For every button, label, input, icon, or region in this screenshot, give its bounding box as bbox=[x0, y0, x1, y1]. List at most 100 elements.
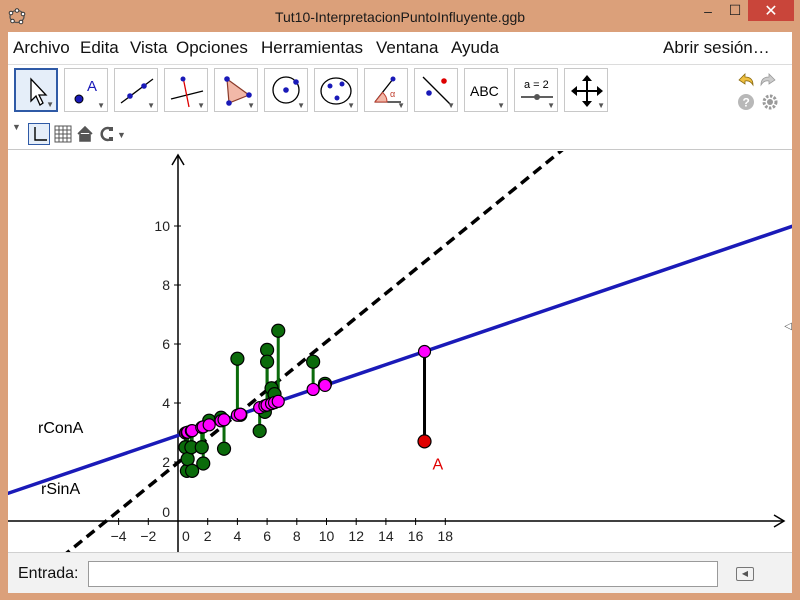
y-tick-label: 10 bbox=[154, 218, 170, 234]
menu-edita[interactable]: Edita bbox=[80, 38, 119, 57]
data-point bbox=[180, 451, 195, 467]
minimize-button[interactable]: – bbox=[704, 2, 712, 19]
menu-ventana[interactable]: Ventana bbox=[376, 38, 439, 57]
circle-center-icon bbox=[272, 76, 300, 104]
data-point bbox=[306, 354, 321, 369]
data-point bbox=[216, 441, 232, 456]
help-icon[interactable]: ? bbox=[736, 92, 756, 112]
svg-text:?: ? bbox=[743, 96, 750, 110]
svg-text:A: A bbox=[87, 78, 97, 95]
polygon-icon bbox=[224, 76, 252, 106]
grid-icon[interactable] bbox=[54, 125, 72, 143]
move-tool-button[interactable]: ▼ bbox=[14, 68, 58, 112]
conic-tool-button[interactable]: ▼ bbox=[314, 68, 358, 112]
fitted-point-A bbox=[417, 344, 432, 359]
y-axis-arrow bbox=[171, 153, 185, 166]
angle-tool-button[interactable]: α ▼ bbox=[364, 68, 408, 112]
data-point bbox=[230, 351, 245, 366]
data-point bbox=[260, 354, 275, 369]
perpendicular-tool-button[interactable]: ▼ bbox=[164, 68, 208, 112]
geogebra-logo-icon bbox=[8, 8, 26, 25]
move-view-icon bbox=[571, 75, 603, 107]
style-bar: ▼ ▼ bbox=[8, 121, 792, 150]
y-tick-label: 6 bbox=[162, 336, 170, 352]
fitted-point bbox=[202, 418, 216, 432]
app-window: Archivo Edita Vista Opciones Herramienta… bbox=[8, 32, 792, 593]
x-tick-label: 16 bbox=[408, 528, 424, 544]
menu-herramientas[interactable]: Herramientas bbox=[261, 38, 364, 57]
menu-archivo[interactable]: Archivo bbox=[13, 38, 70, 57]
data-point bbox=[185, 463, 200, 478]
slider-tool-button[interactable]: a = 2 ▼ bbox=[514, 68, 558, 112]
angle-icon: α bbox=[373, 76, 401, 103]
fitted-point bbox=[271, 394, 285, 408]
input-field[interactable] bbox=[88, 561, 718, 587]
menu-ayuda[interactable]: Ayuda bbox=[451, 38, 499, 57]
svg-text:▼: ▼ bbox=[117, 130, 126, 140]
x-tick-label: 6 bbox=[263, 528, 271, 544]
data-point bbox=[194, 440, 209, 455]
x-tick-label: −2 bbox=[140, 528, 156, 544]
regression-line-with-A bbox=[8, 224, 792, 496]
reflect-tool-button[interactable]: ▼ bbox=[414, 68, 458, 112]
x-tick-label: 10 bbox=[319, 528, 335, 544]
x-tick-label: 2 bbox=[204, 528, 212, 544]
svg-text:α: α bbox=[390, 89, 395, 99]
home-icon[interactable] bbox=[76, 125, 94, 143]
fitted-point bbox=[318, 378, 332, 392]
title-bar: Tut10-InterpretacionPuntoInfluyente.ggb … bbox=[0, 0, 800, 32]
gear-icon[interactable] bbox=[760, 92, 780, 112]
side-panel-toggle-icon[interactable]: ◁ bbox=[784, 321, 792, 332]
fitted-point bbox=[217, 413, 231, 427]
x-tick-label: 14 bbox=[378, 528, 394, 544]
data-point bbox=[196, 456, 211, 471]
window-title: Tut10-InterpretacionPuntoInfluyente.ggb bbox=[274, 9, 526, 25]
undo-redo-group: ? bbox=[734, 69, 784, 113]
line-label-rSinA: rSinA bbox=[41, 481, 80, 498]
data-point bbox=[260, 342, 275, 357]
line-tool-button[interactable]: ▼ bbox=[114, 68, 158, 112]
keyboard-toggle-icon[interactable]: ◀ bbox=[736, 567, 754, 581]
fitted-point bbox=[306, 382, 320, 397]
data-point bbox=[271, 323, 286, 338]
x-tick-label: 18 bbox=[438, 528, 454, 544]
point-capture-icon[interactable]: ▼ bbox=[98, 125, 126, 143]
fitted-point bbox=[233, 407, 247, 421]
polygon-tool-button[interactable]: ▼ bbox=[214, 68, 258, 112]
perpendicular-line-icon bbox=[170, 76, 204, 108]
point-A-label: A bbox=[433, 456, 444, 473]
circle-tool-button[interactable]: ▼ bbox=[264, 68, 308, 112]
undo-icon[interactable] bbox=[734, 69, 756, 89]
x-tick-label: −4 bbox=[111, 528, 127, 544]
y-tick-label: 0 bbox=[162, 504, 170, 520]
point-A bbox=[417, 434, 432, 449]
maximize-button[interactable]: ☐ bbox=[728, 2, 742, 18]
menu-opciones[interactable]: Opciones bbox=[176, 38, 248, 57]
line-through-points-icon bbox=[120, 78, 154, 104]
text-tool-button[interactable]: ABC ▼ bbox=[464, 68, 508, 112]
text-icon: ABC bbox=[470, 83, 499, 99]
arrow-cursor-icon bbox=[30, 77, 48, 106]
menu-bar: Archivo Edita Vista Opciones Herramienta… bbox=[8, 32, 792, 65]
move-graphics-tool-button[interactable]: ▼ bbox=[564, 68, 608, 112]
close-button[interactable]: ✕ bbox=[748, 0, 794, 21]
x-axis-arrow bbox=[773, 514, 786, 528]
point-A-icon: A bbox=[74, 78, 97, 104]
style-bar-toggle-icon[interactable]: ▼ bbox=[12, 122, 21, 132]
redo-icon[interactable] bbox=[758, 69, 780, 89]
point-tool-button[interactable]: A ▼ bbox=[64, 68, 108, 112]
x-tick-label: 8 bbox=[293, 528, 301, 544]
line-label-rConA: rConA bbox=[38, 420, 84, 437]
regression-line-without-A bbox=[26, 151, 564, 584]
input-bar: Entrada: ◀ bbox=[8, 552, 792, 593]
ellipse-icon bbox=[320, 77, 352, 105]
axes-icon[interactable] bbox=[28, 123, 50, 145]
menu-vista[interactable]: Vista bbox=[130, 38, 168, 57]
x-tick-label: 4 bbox=[234, 528, 242, 544]
input-label: Entrada: bbox=[18, 565, 79, 582]
reflect-icon bbox=[422, 76, 452, 106]
login-link[interactable]: Abrir sesión… bbox=[663, 38, 770, 57]
y-tick-label: 8 bbox=[162, 277, 170, 293]
